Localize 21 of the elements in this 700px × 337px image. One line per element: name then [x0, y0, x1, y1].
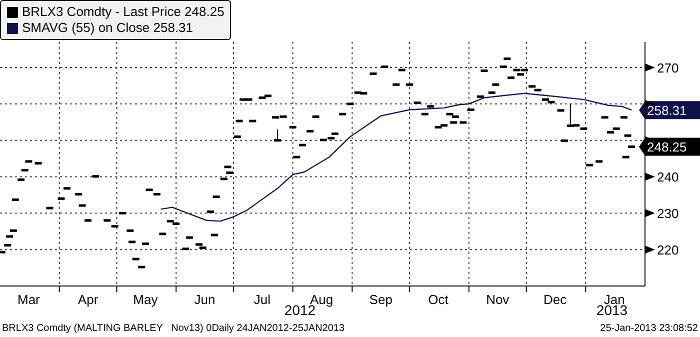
x-tick-label: Jun [194, 292, 216, 307]
text: BRLX3 Comdty (MALTING BARLEY Nov13) 0Daily 24JAN2012-25JAN2013 [2, 323, 345, 334]
x-tick-label: Apr [78, 292, 99, 307]
data-label: 248.25 [647, 140, 687, 155]
x-tick-label: Dec [543, 292, 568, 307]
data-label: 258.31 [647, 103, 687, 118]
legend-label: SMAVG (55) on Close 258.31 [22, 20, 194, 36]
text: 25-Jan-2013 23:08:52 [600, 323, 698, 334]
x-tick-label: Aug [310, 292, 334, 307]
x-tick-label: Oct [428, 292, 449, 307]
x-tick-label: Mar [18, 292, 41, 307]
x-tick-label: Sep [369, 292, 392, 307]
y-tick-label: 220 [657, 242, 679, 258]
y-tick-label: 230 [657, 206, 679, 222]
x-tick-label: May [133, 292, 158, 307]
y-tick-label: 240 [657, 170, 679, 185]
line-series [160, 92, 632, 222]
legend-label: BRLX3 Comdty - Last Price 248.25 [22, 4, 224, 20]
x-tick-label: Jul [254, 292, 271, 307]
y-tick-label: 270 [657, 60, 679, 76]
x-tick-label: Nov [486, 292, 510, 307]
